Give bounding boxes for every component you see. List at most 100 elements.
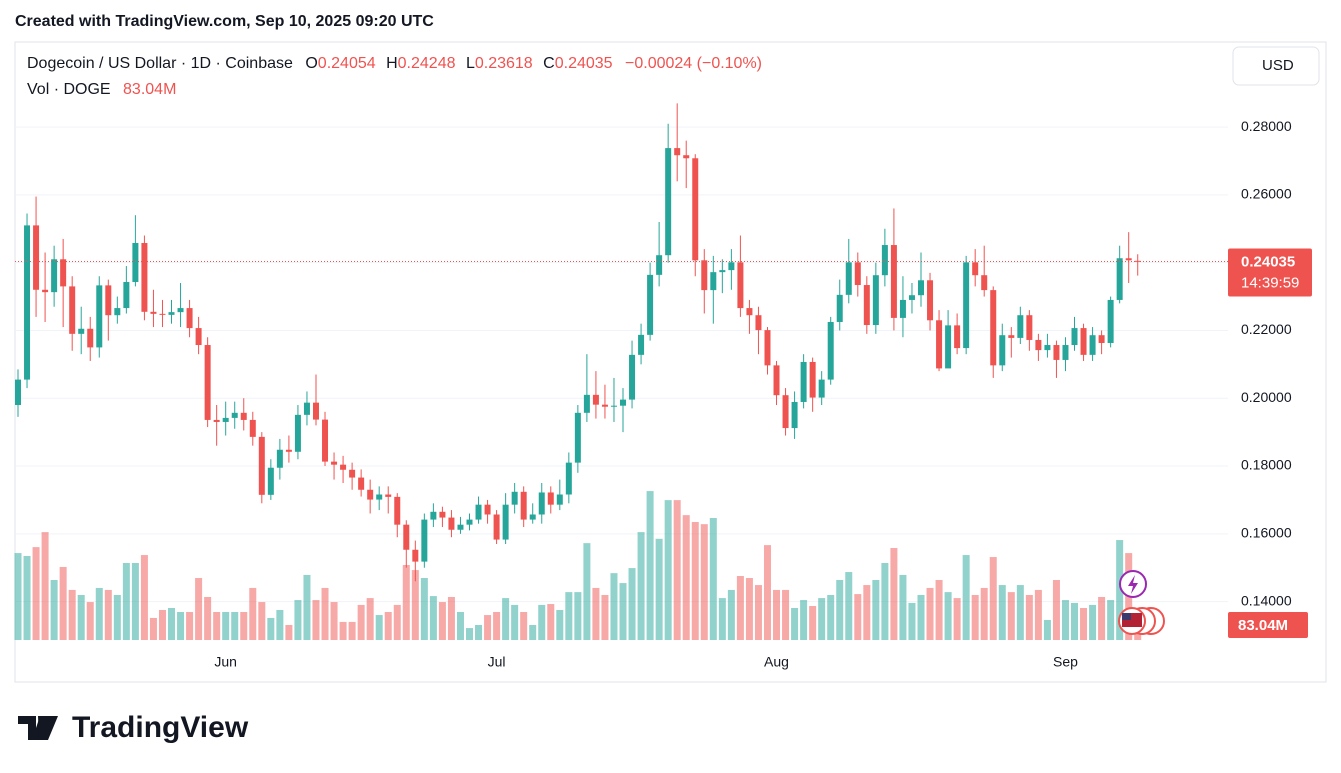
volume-bar bbox=[1034, 589, 1042, 640]
candle-body bbox=[999, 335, 1006, 366]
volume-bar bbox=[601, 595, 609, 640]
x-tick-label: Jun bbox=[214, 654, 237, 670]
candle-body bbox=[818, 379, 825, 398]
candle-body bbox=[881, 245, 888, 276]
candle-body bbox=[267, 467, 274, 495]
candle-body bbox=[141, 243, 148, 312]
volume-bar bbox=[1052, 580, 1060, 640]
volume-bar bbox=[592, 587, 600, 640]
volume-bar bbox=[520, 611, 528, 640]
volume-bar bbox=[655, 538, 663, 640]
volume-bar bbox=[502, 598, 510, 640]
volume-bar bbox=[493, 611, 501, 640]
candle-body bbox=[249, 419, 256, 437]
volume-bar bbox=[863, 585, 871, 640]
ohlc-letter: O bbox=[305, 55, 317, 72]
volume-bar bbox=[393, 604, 401, 640]
volume-bar bbox=[240, 611, 248, 640]
volume-bar bbox=[104, 589, 112, 640]
candle-body bbox=[520, 491, 527, 520]
candle-body bbox=[629, 354, 636, 400]
candle-body bbox=[547, 492, 554, 505]
volume-pane bbox=[14, 491, 1142, 640]
volume-bar bbox=[420, 578, 428, 640]
candle-body bbox=[764, 330, 771, 366]
candle-body bbox=[376, 494, 383, 500]
volume-bar bbox=[258, 602, 266, 640]
candle-body bbox=[222, 417, 229, 422]
volume-bar bbox=[1071, 602, 1079, 640]
brand-logo-part bbox=[38, 716, 58, 740]
volume-bar bbox=[682, 515, 690, 640]
volume-bar bbox=[971, 595, 979, 640]
volume-bar bbox=[709, 518, 717, 640]
candle-body bbox=[538, 492, 545, 515]
candle-body bbox=[1080, 328, 1087, 355]
volume-bar bbox=[348, 621, 356, 640]
candle-body bbox=[918, 280, 924, 296]
flag-canton bbox=[1122, 613, 1131, 620]
candle-body bbox=[78, 328, 85, 334]
candle-body bbox=[927, 280, 934, 321]
volume-bar bbox=[1025, 595, 1033, 640]
candle-body bbox=[285, 449, 292, 452]
volume-bar bbox=[168, 608, 176, 640]
volume-bar bbox=[14, 553, 22, 640]
candle-body bbox=[502, 504, 509, 540]
candle-body bbox=[96, 285, 103, 348]
price-badge bbox=[1228, 248, 1312, 297]
volume-bar bbox=[899, 574, 907, 640]
ohlc-value: 0.24035 bbox=[555, 55, 613, 72]
candle-body bbox=[737, 262, 744, 309]
candle-body bbox=[1116, 258, 1123, 300]
axes: 0.14000 0.16000 0.18000 0.20000 0.22000 0.240… bbox=[214, 118, 1312, 670]
volume-bar bbox=[23, 555, 31, 640]
volume-bar bbox=[158, 610, 166, 640]
candle-body bbox=[367, 489, 374, 500]
candle-body bbox=[656, 255, 663, 275]
candle-body bbox=[466, 519, 473, 525]
candle-body bbox=[105, 285, 112, 316]
candle-body bbox=[1098, 335, 1105, 343]
candle-body bbox=[963, 262, 970, 349]
volume-bar bbox=[989, 557, 997, 640]
candle-body bbox=[303, 402, 310, 415]
candle-body bbox=[610, 405, 617, 407]
candle-body bbox=[710, 272, 717, 291]
volume-bar bbox=[845, 572, 853, 640]
volume-bar bbox=[610, 573, 618, 640]
currency-button[interactable] bbox=[1232, 46, 1320, 86]
candle-body bbox=[475, 504, 482, 520]
volume-bar bbox=[529, 625, 537, 640]
volume-bar bbox=[140, 555, 148, 640]
candle-body bbox=[972, 262, 979, 276]
price-badge-label: 0.24035 bbox=[1241, 253, 1295, 270]
volume-bar bbox=[41, 532, 49, 640]
volume-bar bbox=[86, 602, 94, 640]
volume-bar bbox=[294, 600, 302, 640]
volume-bar bbox=[77, 595, 85, 640]
y-tick-label: 0.20000 bbox=[1241, 389, 1292, 405]
candle-body bbox=[945, 325, 952, 369]
y-tick-label: 0.18000 bbox=[1241, 457, 1292, 473]
candle-body bbox=[123, 281, 130, 309]
candle-body bbox=[258, 436, 265, 495]
volume-bar bbox=[917, 595, 925, 640]
candle-body bbox=[403, 524, 410, 550]
candle-body bbox=[213, 419, 220, 422]
volume-bar bbox=[475, 625, 483, 640]
volume-bar bbox=[935, 580, 943, 640]
candle-body bbox=[755, 315, 762, 331]
volume-bar bbox=[484, 615, 492, 640]
ohlc-letter: L bbox=[466, 55, 475, 72]
currency[interactable]: USD bbox=[1262, 57, 1294, 74]
candle-body bbox=[358, 477, 365, 490]
candle-body bbox=[791, 401, 798, 429]
candle-body bbox=[204, 345, 211, 420]
candle-body bbox=[1053, 345, 1060, 360]
volume-bar bbox=[447, 596, 455, 640]
candle-body bbox=[294, 414, 301, 452]
y-tick-label: 0.26000 bbox=[1241, 186, 1292, 202]
volume-bar bbox=[131, 563, 139, 640]
symbol-title: Dogecoin / US Dollar · 1D · Coinbase bbox=[27, 55, 293, 72]
